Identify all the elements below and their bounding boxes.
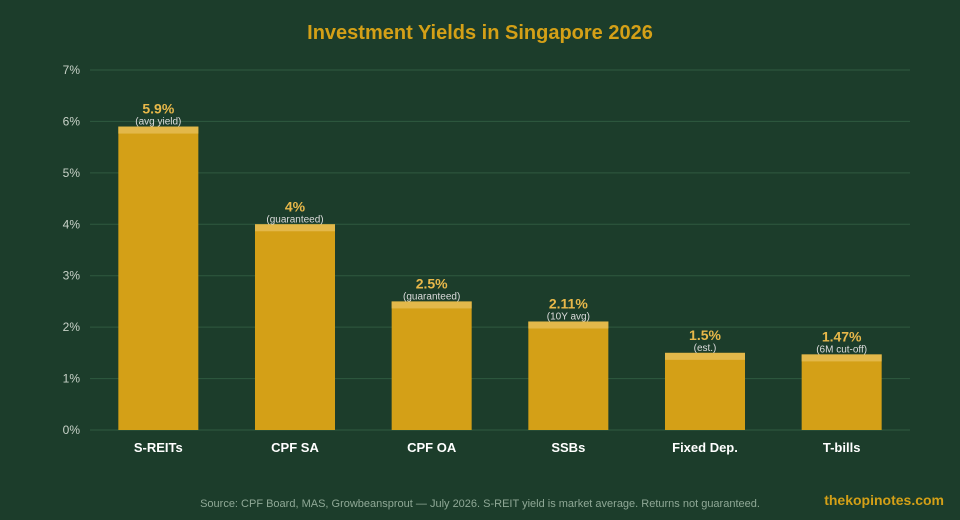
bar-top-highlight xyxy=(801,354,882,362)
brand-label: thekopinotes.com xyxy=(824,492,944,508)
source-note: Source: CPF Board, MAS, Growbeansprout —… xyxy=(200,498,760,510)
bar-note-label: (avg yield) xyxy=(135,117,181,128)
y-tick-label: 5% xyxy=(63,166,81,180)
bar-value-label: 1.47% xyxy=(822,328,862,344)
y-tick-label: 2% xyxy=(63,320,81,334)
bar-note-label: (guaranteed) xyxy=(266,214,323,225)
bar-cpf-sa xyxy=(255,224,335,430)
bar-note-label: (est.) xyxy=(694,343,717,354)
x-category-label: T-bills xyxy=(823,440,861,455)
bar-note-label: (guaranteed) xyxy=(403,291,460,302)
y-axis-ticks: 0% 1% 2% 3% 4% 5% 6% 7% xyxy=(63,63,81,437)
bar-ssbs xyxy=(528,321,609,430)
gridlines xyxy=(90,69,910,431)
bar-value-label: 5.9% xyxy=(142,101,174,117)
x-axis-categories: S-REITs CPF SA CPF OA SSBs Fixed Dep. T-bills xyxy=(134,440,861,455)
y-tick-label: 7% xyxy=(63,63,81,77)
bar-value-label: 2.11% xyxy=(549,295,588,311)
bar-value-label: 4% xyxy=(285,198,306,214)
bar-note-label: (6M cut-off) xyxy=(816,344,867,355)
x-category-label: S-REITs xyxy=(134,440,183,455)
chart-title: Investment Yields in Singapore 2026 xyxy=(307,22,653,44)
bar-top-highlight xyxy=(391,301,472,309)
bar-note-label: (10Y avg) xyxy=(547,311,590,322)
y-tick-label: 1% xyxy=(63,372,81,386)
bar-value-label: 2.5% xyxy=(416,275,448,291)
x-category-label: CPF SA xyxy=(271,440,319,455)
bars xyxy=(118,126,882,431)
bar-top-highlight xyxy=(255,224,335,232)
bar-labels: 5.9%(avg yield)4%(guaranteed)2.5%(guaran… xyxy=(135,101,867,356)
x-category-label: SSBs xyxy=(551,440,585,455)
bar-top-highlight xyxy=(118,126,199,134)
bar-t-bills xyxy=(801,354,882,430)
bar-s-reits xyxy=(118,126,199,431)
bar-top-highlight xyxy=(665,352,745,360)
x-category-label: CPF OA xyxy=(407,440,457,455)
y-tick-label: 3% xyxy=(63,269,81,283)
x-category-label: Fixed Dep. xyxy=(672,440,738,455)
y-tick-label: 0% xyxy=(63,423,81,437)
bar-top-highlight xyxy=(528,321,609,329)
bar-cpf-oa xyxy=(391,301,472,430)
bar-fixed-dep xyxy=(665,352,745,430)
y-tick-label: 4% xyxy=(63,217,81,231)
bar-value-label: 1.5% xyxy=(689,327,721,343)
y-tick-label: 6% xyxy=(63,114,81,128)
